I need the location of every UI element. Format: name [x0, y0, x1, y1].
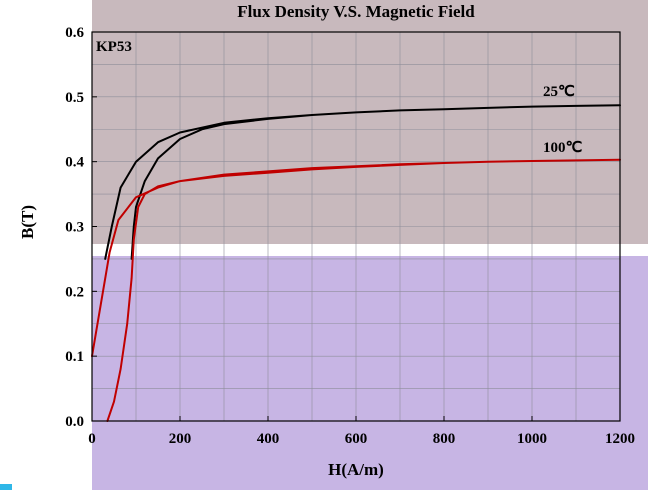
material-label: KP53	[96, 39, 132, 55]
white-band	[92, 244, 648, 256]
x-tick-label: 400	[257, 431, 280, 447]
series-line-0	[104, 104, 621, 260]
x-tick-label: 200	[169, 431, 192, 447]
x-tick-group: 0 200 400 600 800 1000 1200	[88, 416, 635, 447]
x-axis-label: H(A/m)	[328, 460, 384, 479]
x-tick-label: 600	[345, 431, 368, 447]
left-edge-strip	[0, 0, 4, 490]
y-axis-label: B(T)	[18, 205, 37, 239]
series-label-25c: 25℃	[543, 84, 575, 100]
series-line-1	[91, 158, 621, 422]
y-tick-label: 0.1	[65, 349, 84, 365]
y-tick-group: 0.0 0.1 0.2 0.3 0.4 0.5 0.6	[65, 25, 97, 430]
left-edge-accent	[0, 484, 12, 490]
y-tick-label: 0.4	[65, 155, 84, 171]
y-tick-label: 0.3	[65, 220, 84, 236]
x-tick-label: 0	[88, 431, 96, 447]
y-tick-label: 0.5	[65, 90, 84, 106]
x-tick-label: 1000	[517, 431, 547, 447]
x-tick-label: 1200	[605, 431, 635, 447]
series-label-100c: 100℃	[543, 140, 583, 156]
series-group	[91, 104, 621, 422]
plot-background-lower	[92, 256, 648, 490]
x-tick-label: 800	[433, 431, 456, 447]
y-tick-label: 0.2	[65, 284, 84, 300]
y-tick-label: 0.6	[65, 25, 84, 41]
plot-background-upper	[92, 0, 648, 244]
chart-title: Flux Density V.S. Magnetic Field	[237, 2, 475, 21]
y-tick-label: 0.0	[65, 414, 84, 430]
